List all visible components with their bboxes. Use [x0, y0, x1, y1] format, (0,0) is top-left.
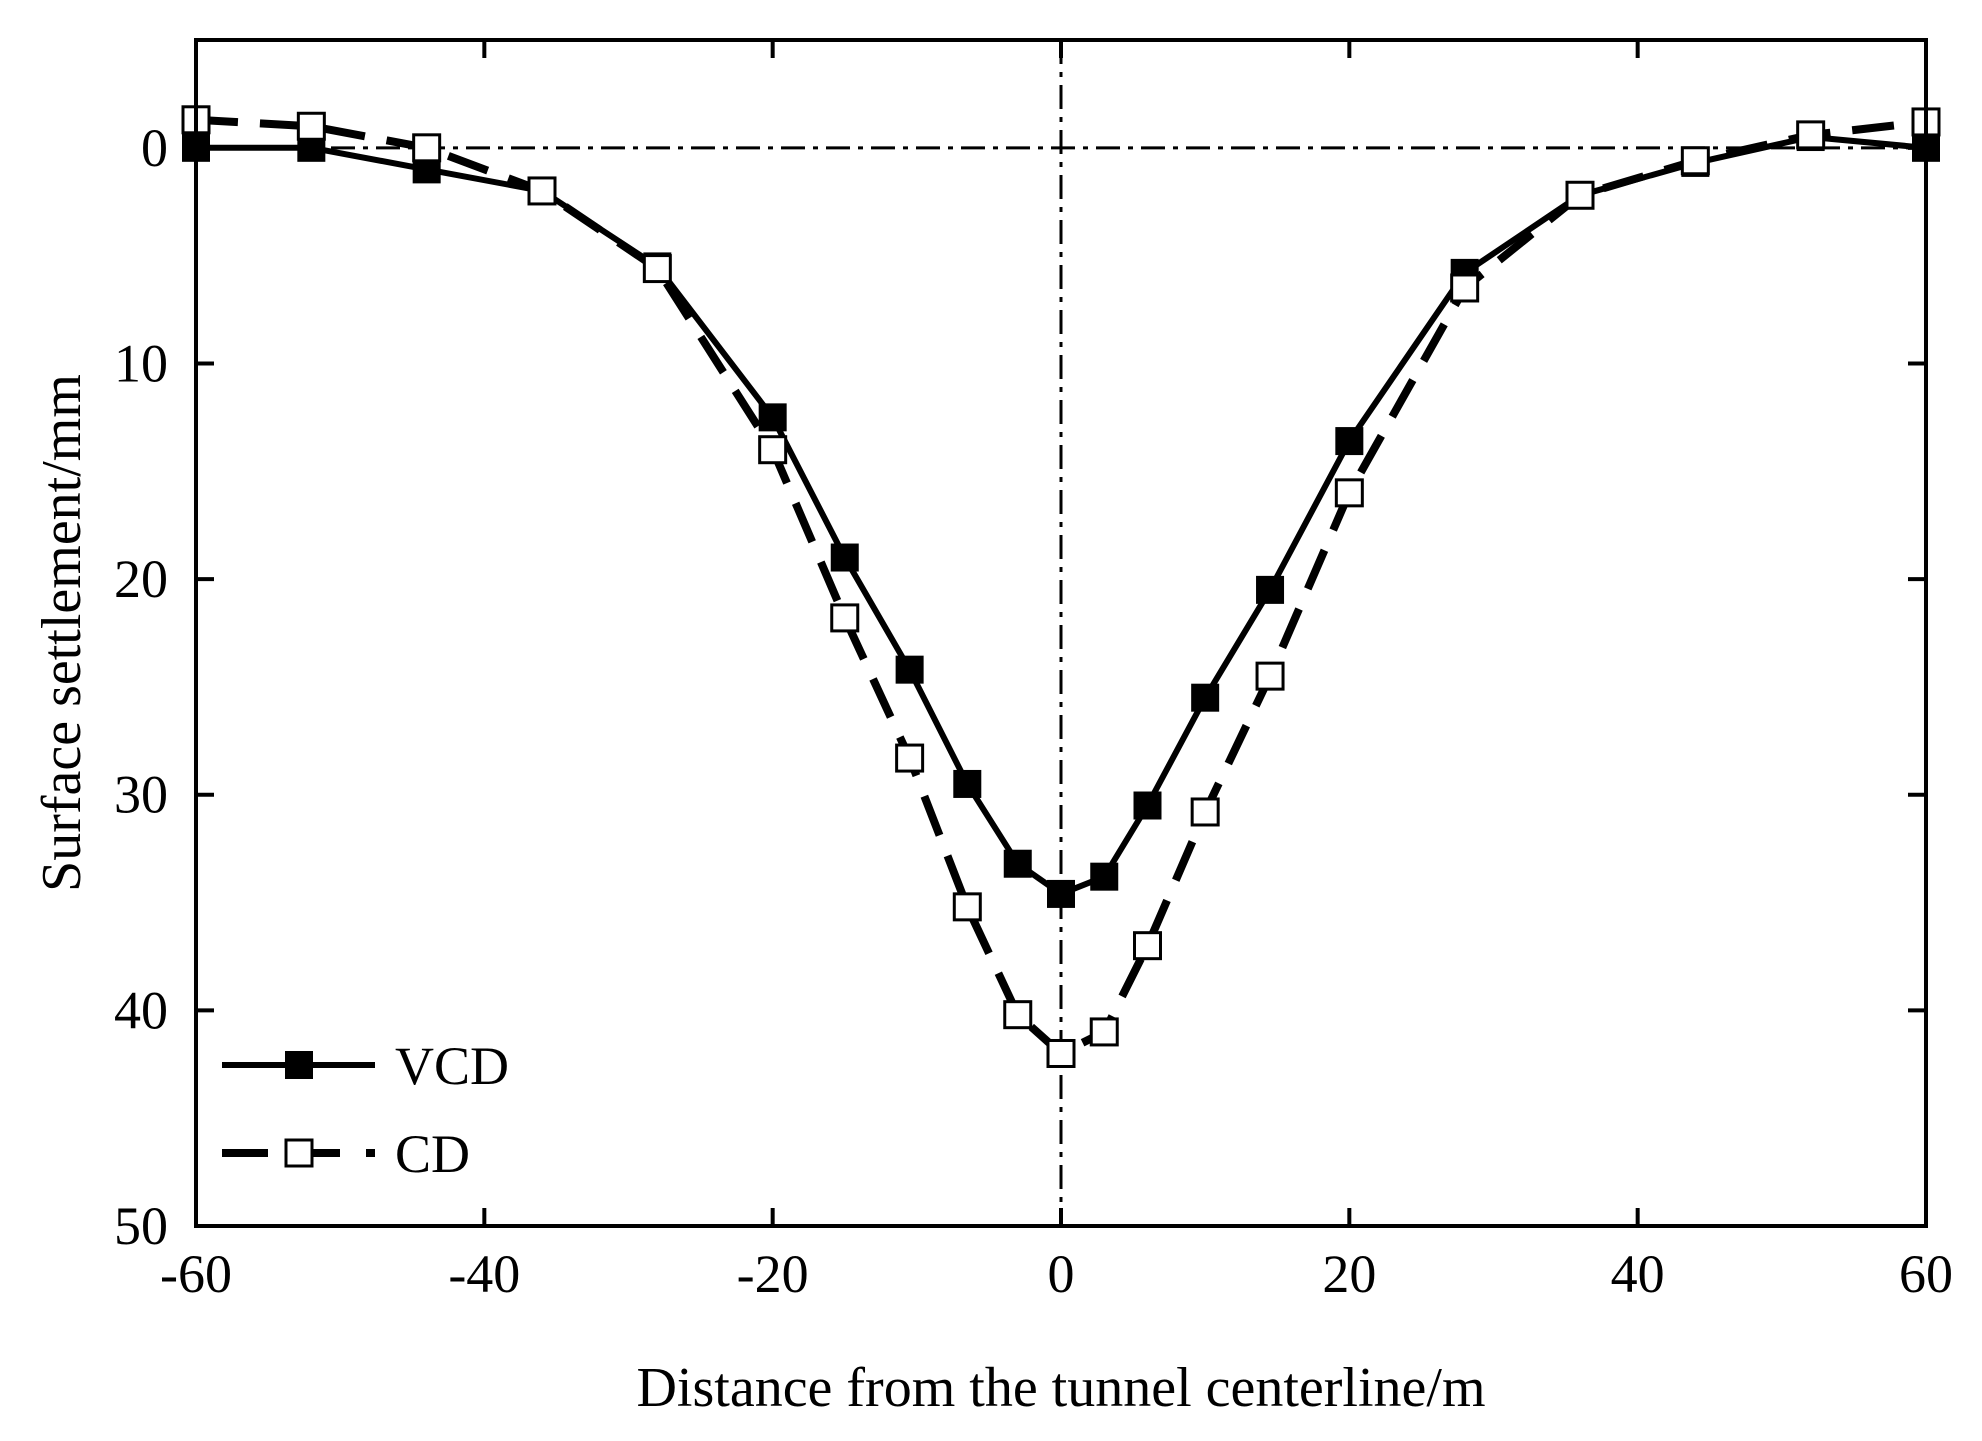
reference-lines	[196, 40, 1926, 1226]
data-point-cd	[1255, 661, 1285, 691]
data-point-vcd	[1256, 575, 1285, 604]
data-point-cd	[1680, 146, 1710, 176]
x-tick-label: 20	[1322, 1244, 1376, 1304]
data-point-cd	[1046, 1038, 1076, 1068]
y-tick-label: 0	[141, 118, 168, 178]
data-point-cd	[1565, 180, 1595, 210]
legend-marker-vcd	[285, 1051, 313, 1079]
data-point-cd	[527, 176, 557, 206]
data-point-cd	[1796, 120, 1826, 150]
data-point-vcd	[895, 655, 924, 684]
data-point-cd	[1450, 273, 1480, 303]
y-tick-label: 10	[114, 333, 168, 393]
data-point-vcd	[1090, 862, 1119, 891]
y-tick-label: 40	[114, 980, 168, 1040]
series-layer	[181, 105, 1941, 1068]
data-point-vcd	[1047, 879, 1075, 908]
x-tick-label: 60	[1899, 1244, 1953, 1304]
x-tick-label: 40	[1611, 1244, 1665, 1304]
data-point-cd	[1190, 797, 1220, 827]
data-point-cd	[1003, 1000, 1033, 1030]
axis-ticks: -60 -40 -20 0 20 40 60 0 10 20 30 40 50	[114, 40, 1953, 1304]
data-point-cd	[1089, 1017, 1119, 1047]
legend-entry-cd: CD	[222, 1124, 470, 1184]
data-point-cd	[830, 603, 860, 633]
legend-label-vcd: VCD	[395, 1036, 509, 1096]
x-tick-label: -20	[737, 1244, 809, 1304]
data-point-cd	[895, 743, 925, 773]
data-point-vcd	[758, 403, 787, 432]
data-point-vcd	[830, 543, 859, 572]
data-point-cd	[758, 435, 788, 465]
legend: VCD CD	[222, 1036, 509, 1184]
data-point-cd	[296, 111, 326, 141]
data-point-vcd	[1335, 427, 1364, 456]
legend-label-cd: CD	[395, 1124, 470, 1184]
data-point-vcd	[1133, 791, 1162, 820]
data-point-vcd	[953, 769, 982, 798]
y-tick-label: 30	[114, 765, 168, 825]
y-axis-title: Surface settlement/mm	[31, 374, 93, 892]
data-point-cd	[1133, 931, 1162, 961]
y-tick-label: 20	[114, 549, 168, 609]
data-point-vcd	[1191, 683, 1220, 712]
data-point-cd	[1334, 478, 1364, 508]
data-point-vcd	[1003, 849, 1032, 878]
x-tick-label: 0	[1048, 1244, 1075, 1304]
legend-entry-vcd: VCD	[222, 1036, 509, 1096]
x-tick-label: -40	[448, 1244, 520, 1304]
x-axis-title: Distance from the tunnel centerline/m	[636, 1357, 1485, 1419]
data-point-cd	[642, 254, 672, 284]
series-cd	[181, 105, 1941, 1068]
data-point-cd	[952, 892, 982, 922]
legend-marker-cd	[284, 1138, 314, 1168]
data-point-cd	[412, 133, 442, 163]
x-tick-label: -60	[160, 1244, 232, 1304]
y-tick-label: 50	[114, 1196, 168, 1256]
